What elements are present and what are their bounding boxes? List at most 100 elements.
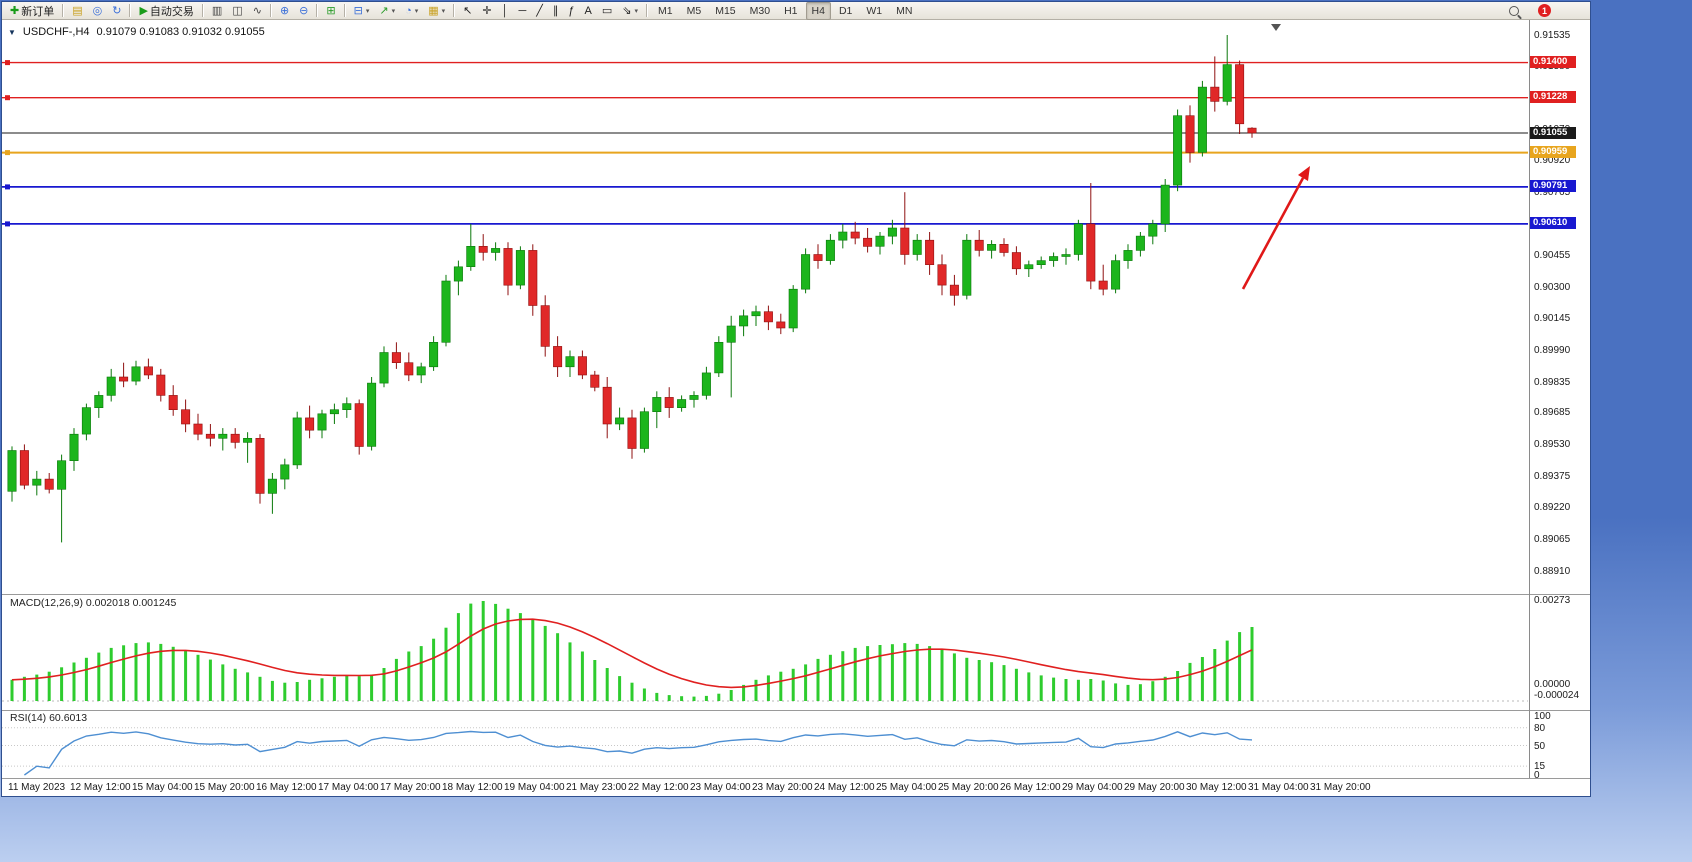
rsi-level-label: 80 [1534,722,1546,734]
arrows-button[interactable]: ⇘ ▾ [618,2,642,20]
trend-arrow[interactable] [1241,166,1310,290]
chart-canvas[interactable] [2,20,1590,796]
templates-button[interactable]: ▦ ▾ [424,2,449,20]
toolbar-separator [646,4,649,17]
refresh-button[interactable]: ↻ [108,2,125,20]
rsi-label: RSI(14) 60.6013 [10,712,88,724]
indicators-button[interactable]: ↗ ▾ [375,2,399,20]
time-label: 30 May 12:00 [1186,782,1247,793]
dropdown-arrow-icon: ▾ [391,7,396,15]
label-button[interactable]: ▭ [598,2,616,20]
timeframe-m1[interactable]: M1 [658,4,673,17]
chart-title: ▼ USDCHF-,H4 0.91079 0.91083 0.91032 0.9… [8,26,265,38]
timeframe-mn[interactable]: MN [896,4,913,17]
equidistant-channel-button[interactable]: ∥ [549,2,563,20]
timeframe-w1[interactable]: W1 [866,4,883,17]
candlestick-chart-icon: ◫ [232,4,243,17]
new-chart-icon: ⊟ [353,4,363,17]
periods-button[interactable]: ◔ ▾ [401,2,422,20]
market-watch-icon: ▤ [72,4,83,17]
time-label: 31 May 04:00 [1248,782,1309,793]
equidistant-channel-icon: ∥ [552,4,559,17]
rsi-level-label: 0 [1534,770,1540,781]
price-tick: 0.90145 [1534,313,1571,325]
timeframe-d1[interactable]: D1 [838,4,853,17]
chart-area[interactable]: ▼ USDCHF-,H4 0.91079 0.91083 0.91032 0.9… [2,20,1590,796]
rsi-level-label: 50 [1534,740,1546,752]
market-watch-button[interactable]: ▤ [68,2,86,20]
timeframe-m15[interactable]: M15 [715,4,736,17]
toolbar-separator [129,4,132,17]
toolbar-right: 1 [1504,2,1551,20]
timeframe-h1[interactable]: H1 [784,4,798,17]
price-line-0.90791[interactable] [2,184,1528,190]
price-tick: 0.89220 [1534,502,1571,514]
timeframe-m30[interactable]: M30 [749,4,771,17]
time-axis[interactable]: 11 May 2023 12 May 12:00 15 May 04:00 15 Ma… [2,778,1529,796]
bar-chart-button[interactable]: ▥ [208,2,226,20]
chart-shift-marker-icon[interactable] [1271,24,1281,31]
macd-axis-max: 0.00273 [1534,595,1571,606]
macd-axis-zero: 0.00000 [1534,679,1571,690]
toolbar-separator [269,4,272,17]
price-line-badge-0.90610: 0.90610 [1530,217,1576,230]
horizontal-line-button[interactable]: ─ [514,2,530,20]
zoom-in-button[interactable]: ⊕ [276,2,293,20]
time-label: 17 May 20:00 [380,782,441,793]
dropdown-arrow-icon: ▾ [365,7,370,15]
time-label: 24 May 12:00 [814,782,875,793]
candlestick-chart-button[interactable]: ◫ [228,2,246,20]
line-chart-button[interactable]: ∿ [249,2,266,20]
price-line-0.91400[interactable] [2,60,1528,66]
price-line-0.90610[interactable] [2,221,1528,227]
tile-windows-icon: ⊞ [326,4,336,17]
notification-badge[interactable]: 1 [1538,4,1551,17]
fibonacci-icon: ƒ [568,4,575,17]
crosshair-button[interactable]: ✛ [478,2,495,20]
price-line-0.90959[interactable] [2,150,1528,156]
time-label: 15 May 20:00 [194,782,255,793]
zoom-out-button[interactable]: ⊖ [295,2,312,20]
tile-windows-button[interactable]: ⊞ [322,2,339,20]
time-label: 15 May 04:00 [132,782,193,793]
timeframe-m5[interactable]: M5 [686,4,702,17]
search-icon [1509,5,1519,16]
navigator-icon: ◎ [92,4,103,17]
templates-icon: ▦ [428,4,439,17]
arrows-icon: ⇘ [622,4,632,17]
price-tick: 0.89685 [1534,407,1571,419]
price-axis[interactable]: 0.00273 0.00000 -0.000024 0.915350.91380… [1529,20,1590,781]
vertical-line-button[interactable]: │ [498,2,513,20]
price-tick: 0.88910 [1534,565,1571,577]
price-tick: 0.89835 [1534,376,1571,388]
time-label: 23 May 04:00 [690,782,751,793]
price-line-0.91228[interactable] [2,95,1528,101]
text-button[interactable]: A [581,2,596,20]
toolbar-separator [62,4,65,17]
trendline-button[interactable]: ╱ [532,2,547,20]
timeframe-h4[interactable]: H4 [805,1,831,20]
price-tick: 0.89530 [1534,438,1571,450]
time-label: 12 May 12:00 [70,782,131,793]
toolbar-separator [343,4,346,17]
autotrading-icon: ▶ [139,4,148,17]
window-menu-icon[interactable]: ▼ [8,27,16,37]
time-label: 19 May 04:00 [504,782,565,793]
macd-panel [2,601,1528,702]
search-button[interactable] [1505,2,1523,20]
new-chart-button[interactable]: ⊟ ▾ [350,2,374,20]
text-icon: A [584,4,592,17]
dropdown-arrow-icon: ▾ [414,7,419,15]
symbol-period-label: USDCHF-,H4 [22,26,90,38]
cursor-button[interactable]: ↖ [459,2,476,20]
price-tick: 0.91535 [1534,29,1571,41]
price-line-badge-0.91055: 0.91055 [1530,126,1576,139]
autotrading-button[interactable]: ▶ 自动交易 [135,2,197,20]
macd-signal-line [11,618,1253,689]
navigator-button[interactable]: ◎ [89,2,107,20]
line-chart-icon: ∿ [252,4,262,17]
fibonacci-button[interactable]: ƒ [564,2,578,20]
new-order-button[interactable]: ✚ 新订单 [6,2,58,20]
toolbar-buttons: ✚ 新订单 ▤ ◎ ↻ ▶ 自动交易 ▥ ◫ ∿ ⊕ ⊖ ⊞ ⊟ ▾ ↗ ▾ ◔ ▾ ▦ ▾ ↖ ✛ │ ─ ╱ ∥ ƒ A ▭ ⇘ ▾ M1 M… [5,1,919,20]
time-label: 21 May 23:00 [566,782,627,793]
